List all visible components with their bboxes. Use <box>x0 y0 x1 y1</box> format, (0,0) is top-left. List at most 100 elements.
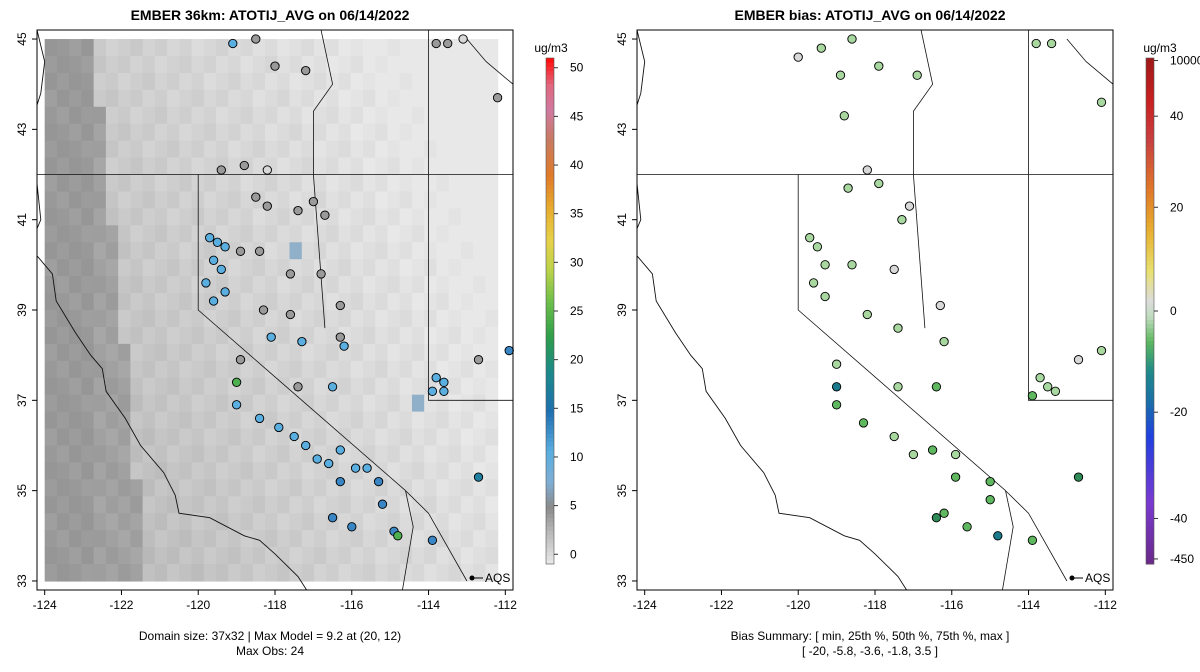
heatmap-cell <box>473 225 486 243</box>
heatmap-cell <box>44 530 58 548</box>
heatmap-cell <box>448 428 462 447</box>
heatmap-cell <box>277 513 291 531</box>
heatmap-cell <box>105 513 119 531</box>
observation-point <box>985 495 995 505</box>
heatmap-cell <box>411 428 425 447</box>
colorbar-segment <box>546 289 554 295</box>
heatmap-cell <box>179 564 193 582</box>
observation-point <box>1050 386 1061 396</box>
colorbar-tick-label: 30 <box>570 255 584 269</box>
heatmap-cell <box>191 445 205 464</box>
heatmap-cell <box>118 225 131 243</box>
observation-point <box>939 508 949 518</box>
heatmap-cell <box>399 343 413 362</box>
heatmap-cell <box>326 174 340 193</box>
heatmap-cell <box>118 106 131 125</box>
colorbar-segment <box>1146 555 1154 561</box>
heatmap-cell <box>424 225 438 243</box>
heatmap-cell <box>399 564 413 582</box>
heatmap-cell <box>69 174 82 193</box>
colorbar-segment <box>1146 445 1154 451</box>
colorbar-segment <box>1146 412 1154 417</box>
heatmap-cell <box>362 479 376 497</box>
heatmap-cell <box>167 242 180 260</box>
heatmap-cell <box>485 208 499 226</box>
heatmap-cell <box>301 343 315 362</box>
heatmap-cell <box>399 191 413 209</box>
heatmap-cell <box>485 157 499 176</box>
left-colorbar-gradient <box>546 58 554 565</box>
observation-point <box>350 463 361 473</box>
colorbar-segment <box>546 315 554 320</box>
heatmap-cell <box>56 547 70 565</box>
observation-point <box>205 233 215 243</box>
heatmap-cell <box>142 225 156 243</box>
heatmap-cell <box>118 564 131 582</box>
colorbar-segment <box>546 150 554 156</box>
heatmap-cell <box>362 564 376 582</box>
heatmap-cell <box>387 360 401 379</box>
heatmap-cell <box>338 259 352 277</box>
heatmap-cell <box>399 174 413 193</box>
heatmap-cell <box>228 479 242 497</box>
heatmap-cell <box>191 513 205 531</box>
colorbar-segment <box>1146 188 1154 194</box>
colorbar-segment <box>1146 104 1154 110</box>
heatmap-cell <box>228 225 242 243</box>
heatmap-cell <box>289 242 303 260</box>
colorbar-segment <box>546 458 554 464</box>
colorbar-segment <box>546 205 554 211</box>
heatmap-cell <box>436 343 450 362</box>
heatmap-cell <box>142 276 156 294</box>
heatmap-cell <box>338 564 352 582</box>
heatmap-cell <box>277 208 291 226</box>
heatmap-cell <box>252 513 266 531</box>
observation-point <box>347 522 357 532</box>
heatmap-cell <box>69 394 82 413</box>
colorbar-segment <box>546 555 554 561</box>
heatmap-cell <box>69 242 82 260</box>
observation-point <box>235 246 246 256</box>
heatmap-cell <box>387 310 401 328</box>
heatmap-cell <box>289 106 303 125</box>
heatmap-cell <box>326 479 340 497</box>
heatmap-cell <box>375 530 389 548</box>
heatmap-cell <box>56 208 70 226</box>
colorbar-segment <box>1146 277 1154 282</box>
heatmap-cell <box>473 564 486 582</box>
heatmap-cell <box>301 174 315 193</box>
observation-point <box>812 242 823 252</box>
heatmap-cell <box>375 326 389 345</box>
colorbar-segment <box>1146 458 1154 464</box>
heatmap-cell <box>69 293 82 311</box>
colorbar-segment <box>546 416 554 422</box>
heatmap-cell <box>473 411 486 430</box>
heatmap-cell <box>411 174 425 193</box>
heatmap-cell <box>167 89 180 108</box>
heatmap-cell <box>387 174 401 193</box>
colorbar-segment <box>1146 100 1154 105</box>
heatmap-cell <box>277 428 291 447</box>
heatmap-cell <box>130 394 144 413</box>
observation-point <box>831 359 842 369</box>
heatmap-cell <box>424 55 438 74</box>
heatmap-cell <box>485 496 499 514</box>
observation-point <box>893 323 903 333</box>
heatmap-cell <box>203 411 217 430</box>
observation-point <box>985 476 995 487</box>
heatmap-cell <box>179 140 193 159</box>
heatmap-cell <box>167 462 180 480</box>
heatmap-cell <box>44 411 58 430</box>
observation-point <box>327 513 338 523</box>
colorbar-segment <box>1146 222 1154 228</box>
heatmap-cell <box>314 411 327 430</box>
heatmap-cell <box>277 106 291 125</box>
colorbar-segment <box>546 230 554 236</box>
heatmap-cell <box>69 564 82 582</box>
heatmap-cell <box>228 360 242 379</box>
colorbar-segment <box>546 171 554 177</box>
heatmap-cell <box>105 276 119 294</box>
heatmap-cell <box>460 394 474 413</box>
heatmap-cell <box>154 55 168 74</box>
heatmap-cell <box>436 123 450 142</box>
